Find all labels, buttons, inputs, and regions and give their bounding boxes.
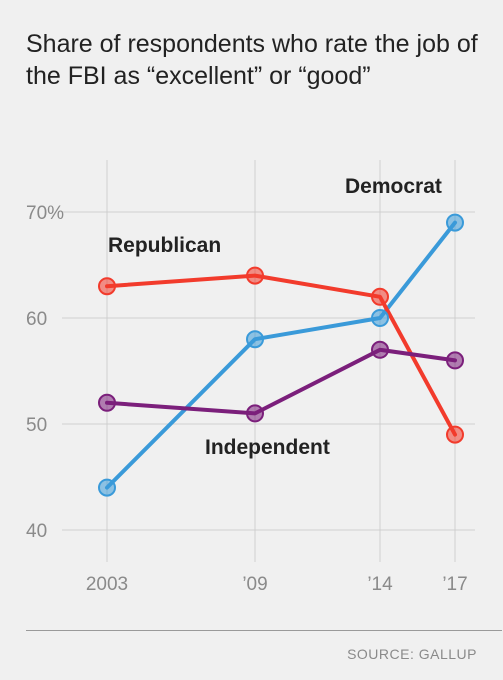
republican-label: Republican (108, 234, 221, 257)
x-tick-label: ’14 (367, 574, 393, 595)
line-chart: 40 50 60 70% 2003 ’09 ’14 ’17 Democrat Republica… (26, 160, 475, 595)
source-divider (26, 630, 502, 631)
x-tick-label: ’09 (242, 574, 267, 595)
x-tick-label: ’17 (442, 574, 467, 595)
independent-point (446, 351, 464, 370)
democrat-point (371, 309, 389, 327)
democrat-point (246, 330, 264, 349)
independent-label: Independent (205, 436, 330, 459)
y-tick-label: 50 (26, 415, 47, 436)
series-points (98, 213, 464, 497)
republican-point (446, 425, 464, 444)
x-tick-label: 2003 (86, 574, 128, 595)
independent-point (98, 393, 116, 412)
series-lines (105, 220, 457, 490)
independent-line (105, 347, 457, 416)
republican-point (98, 277, 116, 296)
republican-point (246, 266, 264, 285)
chart-title: Share of respondents who rate the job of… (26, 30, 478, 90)
democrat-line (105, 220, 457, 490)
independent-point (246, 404, 264, 423)
y-tick-label: 70% (26, 203, 64, 224)
source-note: SOURCE: GALLUP (347, 646, 477, 662)
democrat-point (98, 478, 116, 497)
republican-line (105, 273, 457, 437)
republican-point (371, 287, 389, 306)
series-labels: Democrat Republican Independent (108, 175, 442, 459)
democrat-label: Democrat (345, 175, 442, 198)
tick-labels: 40 50 60 70% 2003 ’09 ’14 ’17 (26, 203, 468, 595)
y-tick-label: 60 (26, 309, 47, 330)
democrat-point (446, 213, 464, 232)
independent-point (371, 340, 389, 359)
y-tick-label: 40 (26, 521, 47, 542)
